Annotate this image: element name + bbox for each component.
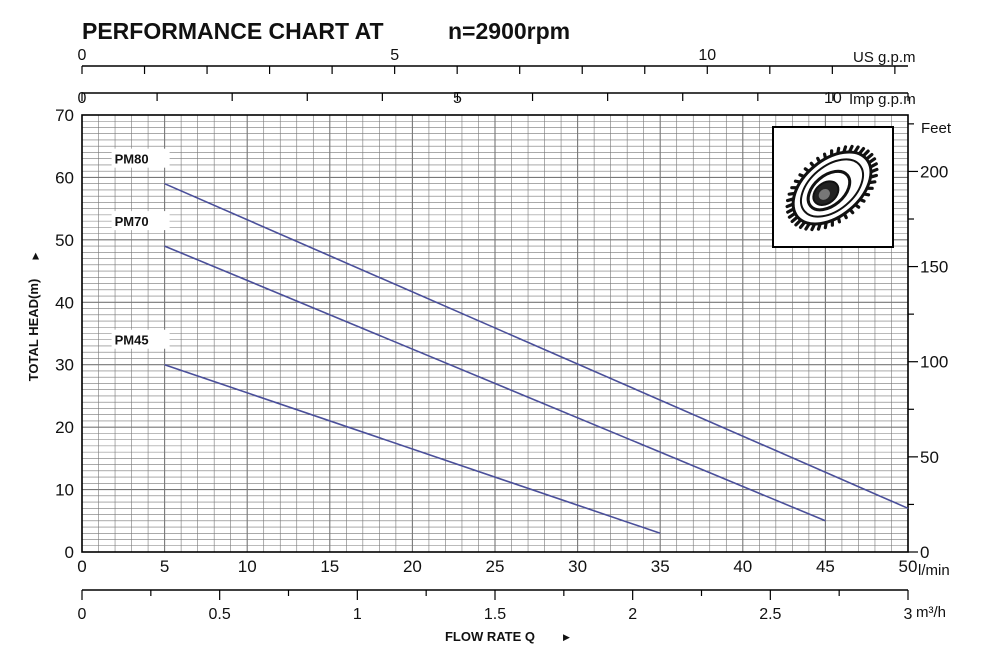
imp-gpm-axis-tick-label: 0 [78, 90, 87, 107]
m3h-unit: m³/h [916, 604, 946, 621]
impeller-ring [806, 169, 852, 212]
us-gpm-axis-tick-label: 0 [78, 47, 87, 64]
m3h-tick-label: 1 [353, 606, 362, 623]
series-label-bg [111, 148, 170, 168]
imp-gpm-axis-unit: Imp g.p.m [849, 91, 916, 108]
x-tick-label: 0 [77, 557, 86, 576]
impeller-icon [772, 126, 894, 248]
y-tick-label: 30 [55, 356, 74, 375]
m3h-tick-label: 2 [628, 606, 637, 623]
y-tick-label: 0 [65, 543, 74, 562]
x-tick-label: 35 [651, 557, 670, 576]
feet-tick-label: 0 [920, 543, 929, 562]
chart-subtitle: n=2900rpm [448, 18, 570, 44]
series-line-pm70 [164, 245, 826, 522]
series-pm70: PM70 [111, 211, 826, 522]
series-label-bg [111, 211, 170, 231]
series-line-pm80 [164, 182, 909, 510]
us-gpm-axis-tick-label: 10 [698, 47, 716, 64]
feet-tick-label: 50 [920, 448, 939, 467]
m3h-tick-label: 3 [904, 606, 913, 623]
imp-gpm-axis-tick-label: 5 [453, 90, 462, 107]
x-axis-arrow: ▶ [563, 632, 570, 642]
series-pm45: PM45 [111, 329, 661, 535]
feet-tick-label: 200 [920, 162, 948, 181]
y-axis-label: TOTAL HEAD(m) [26, 279, 41, 382]
x-tick-label: 20 [403, 557, 422, 576]
series-group: PM80 PM70 PM45 [111, 148, 909, 535]
series-line-pm45 [164, 363, 661, 535]
feet-tick-label: 150 [920, 258, 948, 277]
grid [81, 114, 909, 553]
x-unit-label: l/min [918, 562, 950, 579]
feet-tick-label: 100 [920, 353, 948, 372]
m3h-tick-label: 1.5 [484, 606, 506, 623]
x-tick-label: 25 [486, 557, 505, 576]
chart-title: PERFORMANCE CHART AT [82, 18, 384, 44]
x-tick-label: 50 [899, 557, 918, 576]
plot-frame [81, 114, 909, 553]
m3h-tick-label: 0 [78, 606, 87, 623]
y-tick-label: 20 [55, 418, 74, 437]
x-tick-label: 10 [238, 557, 257, 576]
x-tick-label: 5 [160, 557, 169, 576]
series-label-pm70: PM70 [115, 214, 149, 229]
m3h-tick-label: 0.5 [209, 606, 231, 623]
x-axis-label: FLOW RATE Q [445, 629, 535, 644]
y-tick-label: 10 [55, 481, 74, 500]
imp-gpm-axis-tick-label: 10 [824, 90, 842, 107]
x-tick-label: 40 [733, 557, 752, 576]
y-tick-label: 60 [55, 168, 74, 187]
y-tick-label: 50 [55, 231, 74, 250]
series-label-pm45: PM45 [115, 333, 149, 348]
series-pm80: PM80 [111, 148, 909, 510]
impeller-ring [800, 158, 864, 218]
series-label-pm80: PM80 [115, 152, 149, 167]
feet-unit: Feet [921, 120, 952, 137]
series-label-bg [111, 329, 170, 349]
impeller-shaft [818, 188, 830, 200]
y-axis-arrow: ▶ [30, 252, 40, 259]
x-tick-label: 30 [568, 557, 587, 576]
us-gpm-axis-unit: US g.p.m [853, 49, 916, 66]
x-tick-label: 45 [816, 557, 835, 576]
m3h-tick-label: 2.5 [759, 606, 781, 623]
us-gpm-axis-tick-label: 5 [390, 47, 399, 64]
y-tick-label: 70 [55, 106, 74, 125]
x-tick-label: 15 [320, 557, 339, 576]
impeller-body [785, 144, 879, 232]
y-tick-label: 40 [55, 293, 74, 312]
